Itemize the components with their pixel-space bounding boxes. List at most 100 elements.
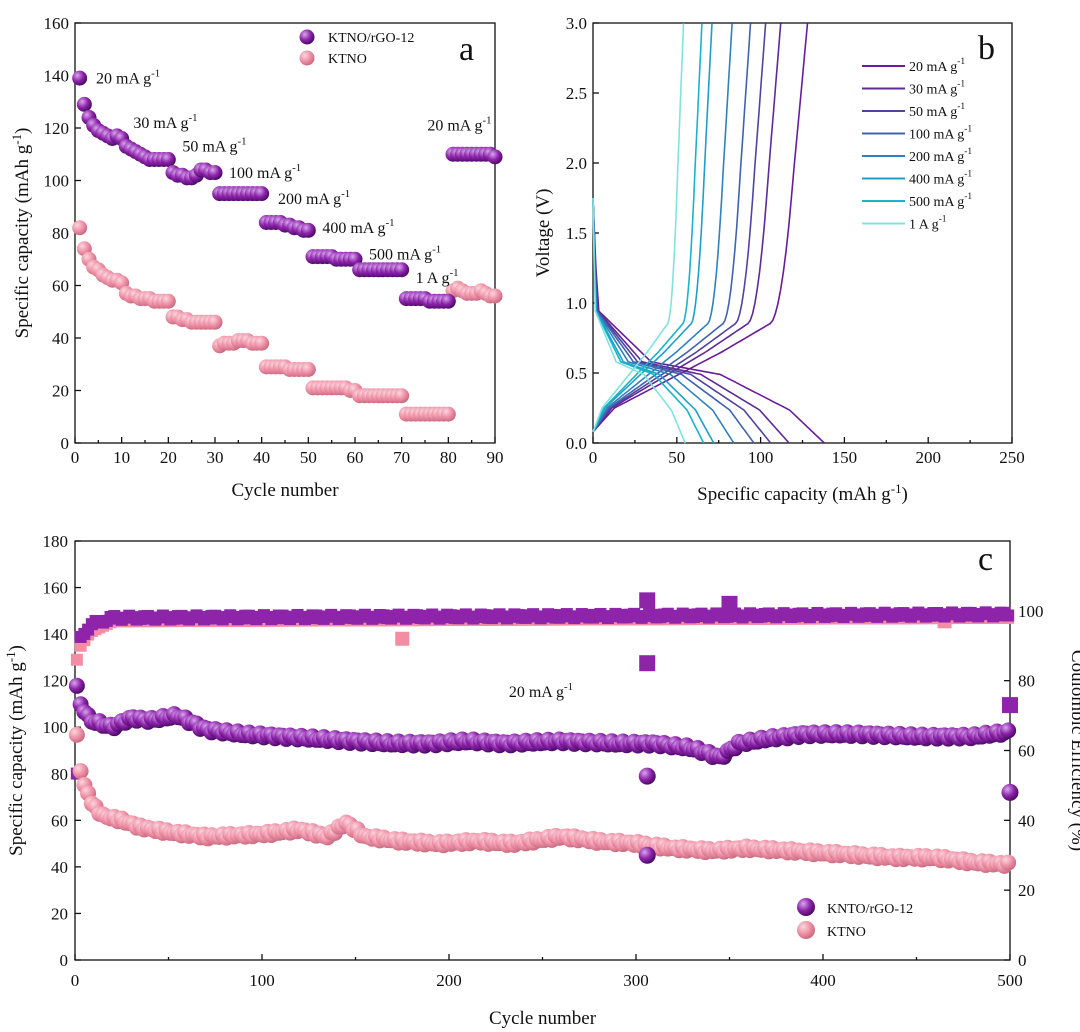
y-tick-label-b: 0.5 bbox=[566, 364, 587, 383]
data-point-ktno bbox=[440, 406, 456, 422]
curve-400-ma-g-discharge bbox=[592, 197, 715, 444]
data-point-ktno-rgo-12 bbox=[160, 152, 176, 167]
rate-annotation-a: 500 mA g-1 bbox=[369, 243, 441, 263]
legend-marker-c bbox=[797, 898, 815, 916]
x-tick-label-c: 0 bbox=[71, 971, 80, 990]
data-point-ktno bbox=[300, 362, 316, 377]
capacity-point-ktno bbox=[1000, 854, 1017, 871]
y-tick-label-c: 120 bbox=[43, 672, 69, 691]
x-tick-label-c: 200 bbox=[436, 971, 462, 990]
x-tick-label-c: 500 bbox=[997, 971, 1023, 990]
rate-annotation-a: 20 mA g-1 bbox=[427, 115, 491, 135]
capacity-point-ktno bbox=[72, 763, 89, 780]
legend-label-b: 1 A g-1 bbox=[909, 215, 947, 233]
y2-tick-label-c: 20 bbox=[1018, 881, 1035, 900]
x-tick-label-a: 80 bbox=[440, 448, 457, 467]
rate-annotation-a: 30 mA g-1 bbox=[133, 112, 197, 132]
x-axis-title-a: Cycle number bbox=[231, 480, 339, 501]
legend-label-a: KTNO/rGO-12 bbox=[328, 31, 414, 46]
y-tick-label-c: 80 bbox=[51, 765, 68, 784]
data-point-ktno-rgo-12 bbox=[72, 70, 88, 86]
curve-200-ma-g-charge bbox=[592, 23, 733, 433]
x-tick-label-b: 200 bbox=[915, 448, 941, 467]
curve-500-ma-g-charge bbox=[592, 23, 703, 433]
capacity-outlier-knto-rgo-12 bbox=[638, 767, 656, 785]
data-point-ktno bbox=[487, 288, 503, 304]
data-point-ktno bbox=[254, 335, 270, 351]
rate-annotation-a: 1 A g-1 bbox=[416, 267, 459, 287]
rate-annotation-a: 400 mA g-1 bbox=[322, 217, 394, 237]
y-tick-label-b: 2.0 bbox=[566, 154, 587, 173]
y-tick-label-b: 1.5 bbox=[566, 224, 587, 243]
x-tick-label-a: 10 bbox=[113, 448, 130, 467]
x-tick-label-b: 50 bbox=[668, 448, 685, 467]
data-point-ktno-rgo-12 bbox=[440, 293, 456, 309]
y2-tick-label-c: 80 bbox=[1018, 672, 1035, 691]
x-tick-label-a: 60 bbox=[347, 448, 364, 467]
data-point-ktno-rgo-12 bbox=[394, 262, 410, 278]
rate-annotation-a: 200 mA g-1 bbox=[278, 188, 350, 208]
y-tick-label-b: 1.0 bbox=[566, 294, 587, 313]
y-tick-label-a: 120 bbox=[44, 119, 70, 138]
data-point-ktno bbox=[207, 314, 223, 330]
y-tick-label-a: 60 bbox=[52, 277, 69, 296]
ce-outlier-knto-rgo-12 bbox=[639, 592, 656, 609]
x-tick-label-c: 400 bbox=[810, 971, 836, 990]
legend-label-b: 200 mA g-1 bbox=[909, 147, 972, 165]
legend-marker-a bbox=[299, 29, 315, 45]
x-tick-label-a: 30 bbox=[207, 448, 224, 467]
capacity-point-knto-rgo-12 bbox=[1000, 722, 1017, 739]
panel-label-a: a bbox=[459, 31, 474, 68]
panel-a: 0 10 20 30 40 50 60 70 80 90 0 20 40 60 80 100 120 140 160… bbox=[9, 14, 504, 501]
y-tick-label-b: 3.0 bbox=[566, 14, 587, 33]
x-tick-label-a: 90 bbox=[487, 448, 504, 467]
legend-marker-a bbox=[299, 50, 315, 66]
x-tick-label-c: 100 bbox=[249, 971, 275, 990]
panel-b: 0 50 100 150 200 250 0.0 0.5 1.0 1.5 2.0 2.5 3.0 Spec… bbox=[533, 14, 1025, 505]
data-point-ktno-rgo-12 bbox=[254, 186, 270, 202]
data-point-ktno-rgo-12 bbox=[487, 149, 503, 165]
legend-label-b: 100 mA g-1 bbox=[909, 125, 972, 143]
y-tick-label-a: 0 bbox=[61, 434, 70, 453]
curve-100-ma-g-discharge bbox=[592, 197, 755, 444]
capacity-outlier-knto-rgo-12 bbox=[1001, 783, 1019, 801]
y-tick-label-b: 0.0 bbox=[566, 434, 587, 453]
panel-c: 0 100 200 300 400 500020406080100120140160180… bbox=[3, 532, 1080, 1029]
y2-tick-label-c: 100 bbox=[1018, 602, 1044, 621]
y-tick-label-c: 140 bbox=[43, 625, 69, 644]
capacity-point-knto-rgo-12 bbox=[68, 677, 85, 694]
legend-label-b: 20 mA g-1 bbox=[909, 57, 965, 75]
rate-annotation-a: 20 mA g-1 bbox=[96, 67, 160, 87]
x-tick-label-b: 150 bbox=[832, 448, 858, 467]
y-tick-label-a: 80 bbox=[52, 224, 69, 243]
curve-20-ma-g-discharge bbox=[592, 197, 825, 444]
y2-tick-label-c: 60 bbox=[1018, 742, 1035, 761]
data-point-ktno bbox=[394, 388, 410, 404]
x-axis-title-c: Cycle number bbox=[489, 1008, 597, 1029]
data-point-ktno-rgo-12 bbox=[76, 96, 92, 112]
x-axis-title-b: Specific capacity (mAh g-1) bbox=[697, 481, 908, 505]
y-axis-title-c: Specific capacity (mAh g-1) bbox=[3, 645, 27, 856]
panel-label-b: b bbox=[978, 30, 995, 67]
rate-annotation-a: 100 mA g-1 bbox=[229, 162, 301, 182]
legend-label-b: 400 mA g-1 bbox=[909, 170, 972, 188]
data-point-ktno bbox=[160, 293, 176, 309]
x-tick-label-b: 250 bbox=[999, 448, 1025, 467]
curve-30-ma-g-discharge bbox=[592, 197, 790, 444]
y2-tick-label-c: 40 bbox=[1018, 811, 1035, 830]
y-tick-label-c: 100 bbox=[43, 718, 69, 737]
curve-30-ma-g-charge bbox=[592, 23, 782, 433]
legend-label-c: KTNO bbox=[827, 925, 866, 940]
y2-axis-title-c: Coulombic Efficiency (%) bbox=[1067, 650, 1080, 851]
data-point-ktno bbox=[72, 220, 88, 236]
y-tick-label-a: 160 bbox=[44, 14, 70, 33]
curve-500-ma-g-discharge bbox=[592, 197, 705, 444]
ce-outlier-knto-rgo-12 bbox=[721, 595, 738, 612]
y-axis-title-b: Voltage (V) bbox=[533, 189, 554, 278]
capacity-point-ktno bbox=[68, 726, 85, 743]
capacity-outlier-ktno bbox=[638, 846, 656, 864]
legend-label-c: KNTO/rGO-12 bbox=[827, 902, 913, 917]
legend-label-b: 30 mA g-1 bbox=[909, 80, 965, 98]
y-tick-label-c: 160 bbox=[43, 579, 69, 598]
